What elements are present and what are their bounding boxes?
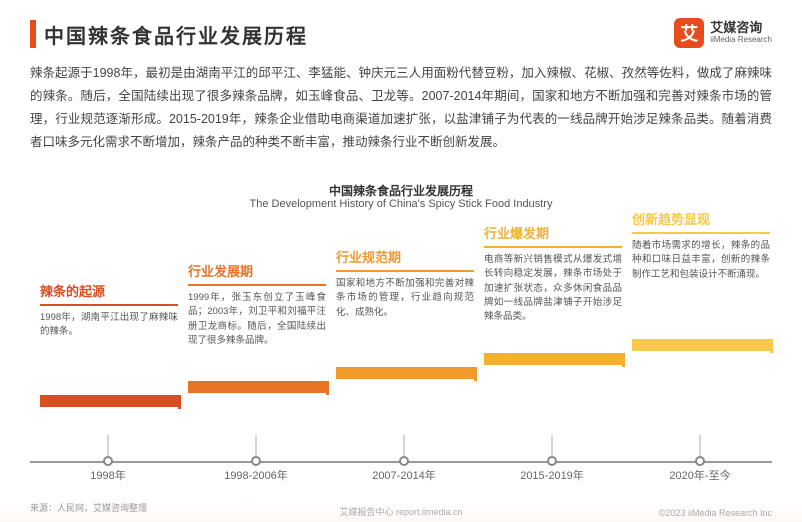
stage-description: 国家和地方不断加强和完善对辣条市场的管理，行业趋向规范化、成熟化。 bbox=[336, 277, 474, 320]
stage-bar bbox=[188, 381, 326, 393]
period-label: 2020年-至今 bbox=[669, 467, 730, 483]
timeline-stage: 行业爆发期电商等新兴销售模式从爆发式增长转向稳定发展，辣条市场处于加速扩张状态，… bbox=[484, 223, 622, 324]
stage-riser bbox=[622, 353, 625, 367]
tick-marker bbox=[695, 456, 705, 466]
timeline-stage: 行业发展期 1999年，张玉东创立了玉峰食品；2003年，刘卫平和刘福平注册卫龙商… bbox=[188, 261, 326, 348]
title-accent-bar bbox=[30, 20, 36, 48]
tick-marker bbox=[103, 456, 113, 466]
timeline-stage: 行业规范期国家和地方不断加强和完善对辣条市场的管理，行业趋向规范化、成熟化。 bbox=[336, 247, 474, 320]
stage-description: 随着市场需求的增长，辣条的品种和口味日益丰富，创新的辣条制作工艺和包装设计不断涌… bbox=[632, 239, 770, 282]
tick-marker bbox=[251, 456, 261, 466]
period-label: 1998年 bbox=[90, 467, 125, 483]
intro-paragraph: 辣条起源于1998年，最初是由湖南平江的邱平江、李猛能、钟庆元三人用面粉代替豆粉… bbox=[30, 62, 772, 155]
stage-bar bbox=[484, 353, 622, 365]
stage-description: 1998年，湖南平江出现了麻辣味的辣条。 bbox=[40, 311, 178, 340]
stage-rule bbox=[40, 304, 178, 306]
brand-text: 艾媒咨询 iiMedia Research bbox=[710, 21, 772, 44]
stage-description: 1999年，张玉东创立了玉峰食品；2003年，刘卫平和刘福平注册卫龙商标。随后，… bbox=[188, 291, 326, 348]
stage-bar bbox=[336, 367, 474, 379]
stage-riser bbox=[474, 367, 477, 381]
stage-title: 行业爆发期 bbox=[484, 223, 622, 242]
stage-bar bbox=[632, 339, 770, 351]
brand-name-en: iiMedia Research bbox=[710, 36, 772, 45]
stage-title: 行业规范期 bbox=[336, 247, 474, 266]
stage-rule bbox=[336, 270, 474, 272]
stage-rule bbox=[188, 284, 326, 286]
timeline-stage: 辣条的起源 1998年，湖南平江出现了麻辣味的辣条。 bbox=[40, 281, 178, 340]
stage-riser bbox=[178, 395, 181, 409]
stage-title: 辣条的起源 bbox=[40, 281, 178, 300]
brand-block: 艾 艾媒咨询 iiMedia Research bbox=[674, 18, 772, 48]
tick-marker bbox=[547, 456, 557, 466]
page-title: 中国辣条食品行业发展历程 bbox=[44, 20, 308, 49]
brand-name-cn: 艾媒咨询 bbox=[710, 21, 772, 35]
footer-copyright: ©2023 iiMedia Research Inc bbox=[659, 508, 772, 518]
stage-bar bbox=[40, 395, 178, 407]
stage-rule bbox=[484, 246, 622, 248]
stage-rule bbox=[632, 232, 770, 234]
stage-riser bbox=[326, 381, 329, 395]
period-label: 2007-2014年 bbox=[372, 467, 436, 483]
period-label: 2015-2019年 bbox=[520, 467, 584, 483]
timeline-chart: 辣条的起源 1998年，湖南平江出现了麻辣味的辣条。 1998年 行业发展期 1999年… bbox=[30, 205, 772, 485]
stage-title: 创新趋势显现 bbox=[632, 209, 770, 228]
period-label: 1998-2006年 bbox=[224, 467, 288, 483]
tick-marker bbox=[399, 456, 409, 466]
stage-riser bbox=[770, 339, 773, 353]
timeline-stage: 创新趋势显现随着市场需求的增长，辣条的品种和口味日益丰富，创新的辣条制作工艺和包… bbox=[632, 209, 770, 282]
chart-title-cn: 中国辣条食品行业发展历程 bbox=[0, 182, 802, 199]
brand-logo: 艾 bbox=[674, 18, 704, 48]
stage-description: 电商等新兴销售模式从爆发式增长转向稳定发展，辣条市场处于加速扩张状态，众多休闲食… bbox=[484, 253, 622, 324]
stage-title: 行业发展期 bbox=[188, 261, 326, 280]
